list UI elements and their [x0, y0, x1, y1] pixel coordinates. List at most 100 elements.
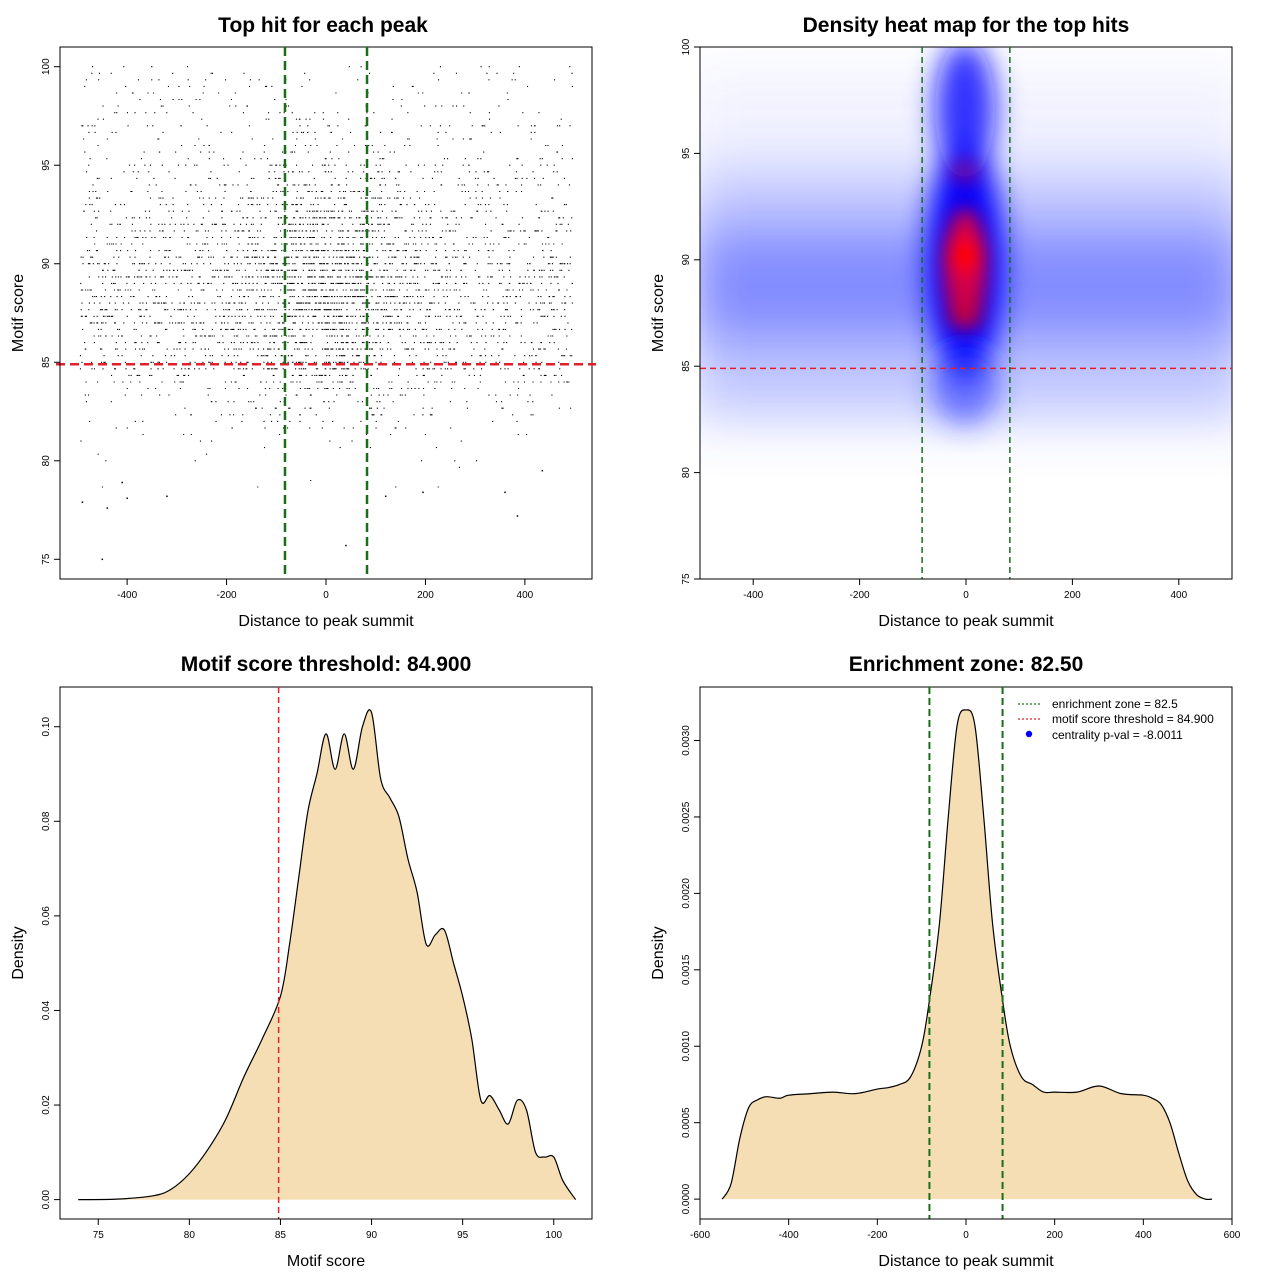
scatter-point [101, 558, 104, 561]
score-density-axes: 75 80 85 90 95 100 0.00 0.02 0.04 0.06 0.08 0.10 [41, 717, 563, 1241]
score-density-title: Motif score threshold: 84.900 [181, 653, 472, 676]
y-tick-label: 75 [681, 573, 692, 585]
heatmap-title: Density heat map for the top hits [803, 14, 1130, 37]
x-tick-label: 200 [417, 590, 434, 601]
y-tick-label: 0.10 [41, 717, 52, 737]
y-tick-label: 95 [41, 159, 52, 171]
y-tick-label: 0.0005 [681, 1107, 692, 1138]
enrichment-x-label: Distance to peak summit [878, 1253, 1054, 1270]
y-tick-label: 0.0015 [681, 954, 692, 985]
x-tick-label: 80 [184, 1230, 196, 1241]
scatter-y-label: Motif score [10, 274, 27, 352]
y-tick-label: 0.06 [41, 906, 52, 926]
y-tick-label: 85 [41, 356, 52, 368]
x-tick-label: 400 [1170, 590, 1187, 601]
heatmap-y-label: Motif score [650, 274, 667, 352]
density-fill [78, 709, 576, 1200]
x-tick-label: 75 [93, 1230, 105, 1241]
legend-pval-label: centrality p-val = -8.0011 [1052, 728, 1183, 742]
heatmap-x-label: Distance to peak summit [878, 613, 1054, 630]
y-tick-label: 95 [681, 147, 692, 159]
y-tick-label: 100 [41, 58, 52, 75]
y-tick-label: 100 [681, 38, 692, 55]
enrichment-legend: enrichment zone = 82.5 motif score thres… [1018, 697, 1214, 742]
panel-heatmap: Density heat map for the top hits -40 [650, 14, 1233, 630]
scatter-axes: -400 -200 0 200 400 75 80 85 90 95 100 [41, 58, 534, 601]
y-tick-label: 80 [41, 455, 52, 467]
y-tick-label: 0.0010 [681, 1031, 692, 1062]
x-tick-label: 0 [963, 590, 969, 601]
heatmap-axes: -400 -200 0 200 400 75 80 85 90 95 100 [681, 38, 1188, 601]
y-tick-label: 90 [41, 258, 52, 270]
score-density-x-label: Motif score [287, 1253, 365, 1270]
x-tick-label: -400 [743, 590, 763, 601]
scatter-point [422, 491, 424, 494]
scatter-point [166, 495, 168, 498]
scatter-point [504, 491, 506, 494]
scatter-point [121, 481, 123, 484]
scatter-title: Top hit for each peak [218, 14, 428, 37]
x-tick-label: 600 [1224, 1230, 1241, 1241]
y-tick-label: 90 [681, 254, 692, 266]
x-tick-label: -200 [217, 590, 237, 601]
x-tick-label: 0 [323, 590, 329, 601]
panel-scatter: Top hit for each peak -400 -200 0 200 400 75 8… [10, 14, 596, 630]
density-fill [722, 709, 1213, 1200]
scatter-point [345, 544, 347, 547]
heatmap-reference-lines [700, 47, 1232, 579]
legend-enrichment-zone-label: enrichment zone = 82.5 [1052, 697, 1178, 711]
heatmap-surface [700, 47, 1232, 579]
scatter-x-label: Distance to peak summit [238, 613, 414, 630]
scatter-point [516, 515, 519, 517]
y-tick-label: 0.0025 [681, 801, 692, 832]
y-tick-label: 0.0030 [681, 725, 692, 756]
enrichment-density-curve [721, 709, 1213, 1201]
legend-threshold-label: motif score threshold = 84.900 [1052, 712, 1214, 726]
scatter-point-cloud [79, 66, 573, 488]
x-tick-label: 85 [275, 1230, 287, 1241]
x-tick-label: 90 [366, 1230, 378, 1241]
x-tick-label: 200 [1046, 1230, 1063, 1241]
y-tick-label: 0.00 [41, 1189, 52, 1209]
x-tick-label: -200 [867, 1230, 887, 1241]
panel-enrichment-density: Enrichment zone: 82.50 -600 -400 -200 0 200 4… [650, 653, 1241, 1270]
scatter-points [79, 66, 573, 561]
x-tick-label: -400 [117, 590, 137, 601]
x-tick-label: -200 [850, 590, 870, 601]
y-tick-label: 80 [681, 467, 692, 479]
enrichment-axes: -600 -400 -200 0 200 400 600 0.0000 0.0005 0.0010… [681, 725, 1241, 1241]
enrichment-title: Enrichment zone: 82.50 [849, 653, 1084, 676]
scatter-point [81, 501, 84, 503]
score-density-curve [78, 709, 577, 1201]
x-tick-label: -600 [690, 1230, 710, 1241]
x-tick-label: 0 [963, 1230, 969, 1241]
scatter-point [541, 469, 544, 472]
enrichment-reference-lines [928, 687, 1004, 1219]
scatter-point [384, 495, 387, 498]
scatter-reference-lines [56, 47, 596, 579]
scatter-plot-area [59, 46, 593, 580]
heatmap-hotspot [943, 160, 987, 331]
density-line [78, 709, 577, 1201]
x-tick-label: 95 [457, 1230, 469, 1241]
x-tick-label: 400 [1135, 1230, 1152, 1241]
x-tick-label: -400 [779, 1230, 799, 1241]
x-tick-label: 100 [545, 1230, 562, 1241]
score-density-y-label: Density [10, 926, 27, 979]
y-tick-label: 0.0000 [681, 1183, 692, 1214]
y-tick-label: 0.02 [41, 1095, 52, 1115]
x-tick-label: 400 [517, 590, 534, 601]
y-tick-label: 0.08 [41, 811, 52, 831]
panel-score-density: Motif score threshold: 84.900 75 80 85 90 95… [10, 653, 593, 1270]
y-tick-label: 75 [41, 553, 52, 565]
enrichment-y-label: Density [650, 926, 667, 979]
y-tick-label: 85 [681, 360, 692, 372]
scatter-point [106, 507, 109, 509]
density-line [721, 709, 1213, 1201]
y-tick-label: 0.0020 [681, 878, 692, 909]
scatter-point [126, 497, 128, 500]
legend-pval-dot [1025, 730, 1033, 738]
x-tick-label: 200 [1064, 590, 1081, 601]
y-tick-label: 0.04 [41, 1000, 52, 1020]
